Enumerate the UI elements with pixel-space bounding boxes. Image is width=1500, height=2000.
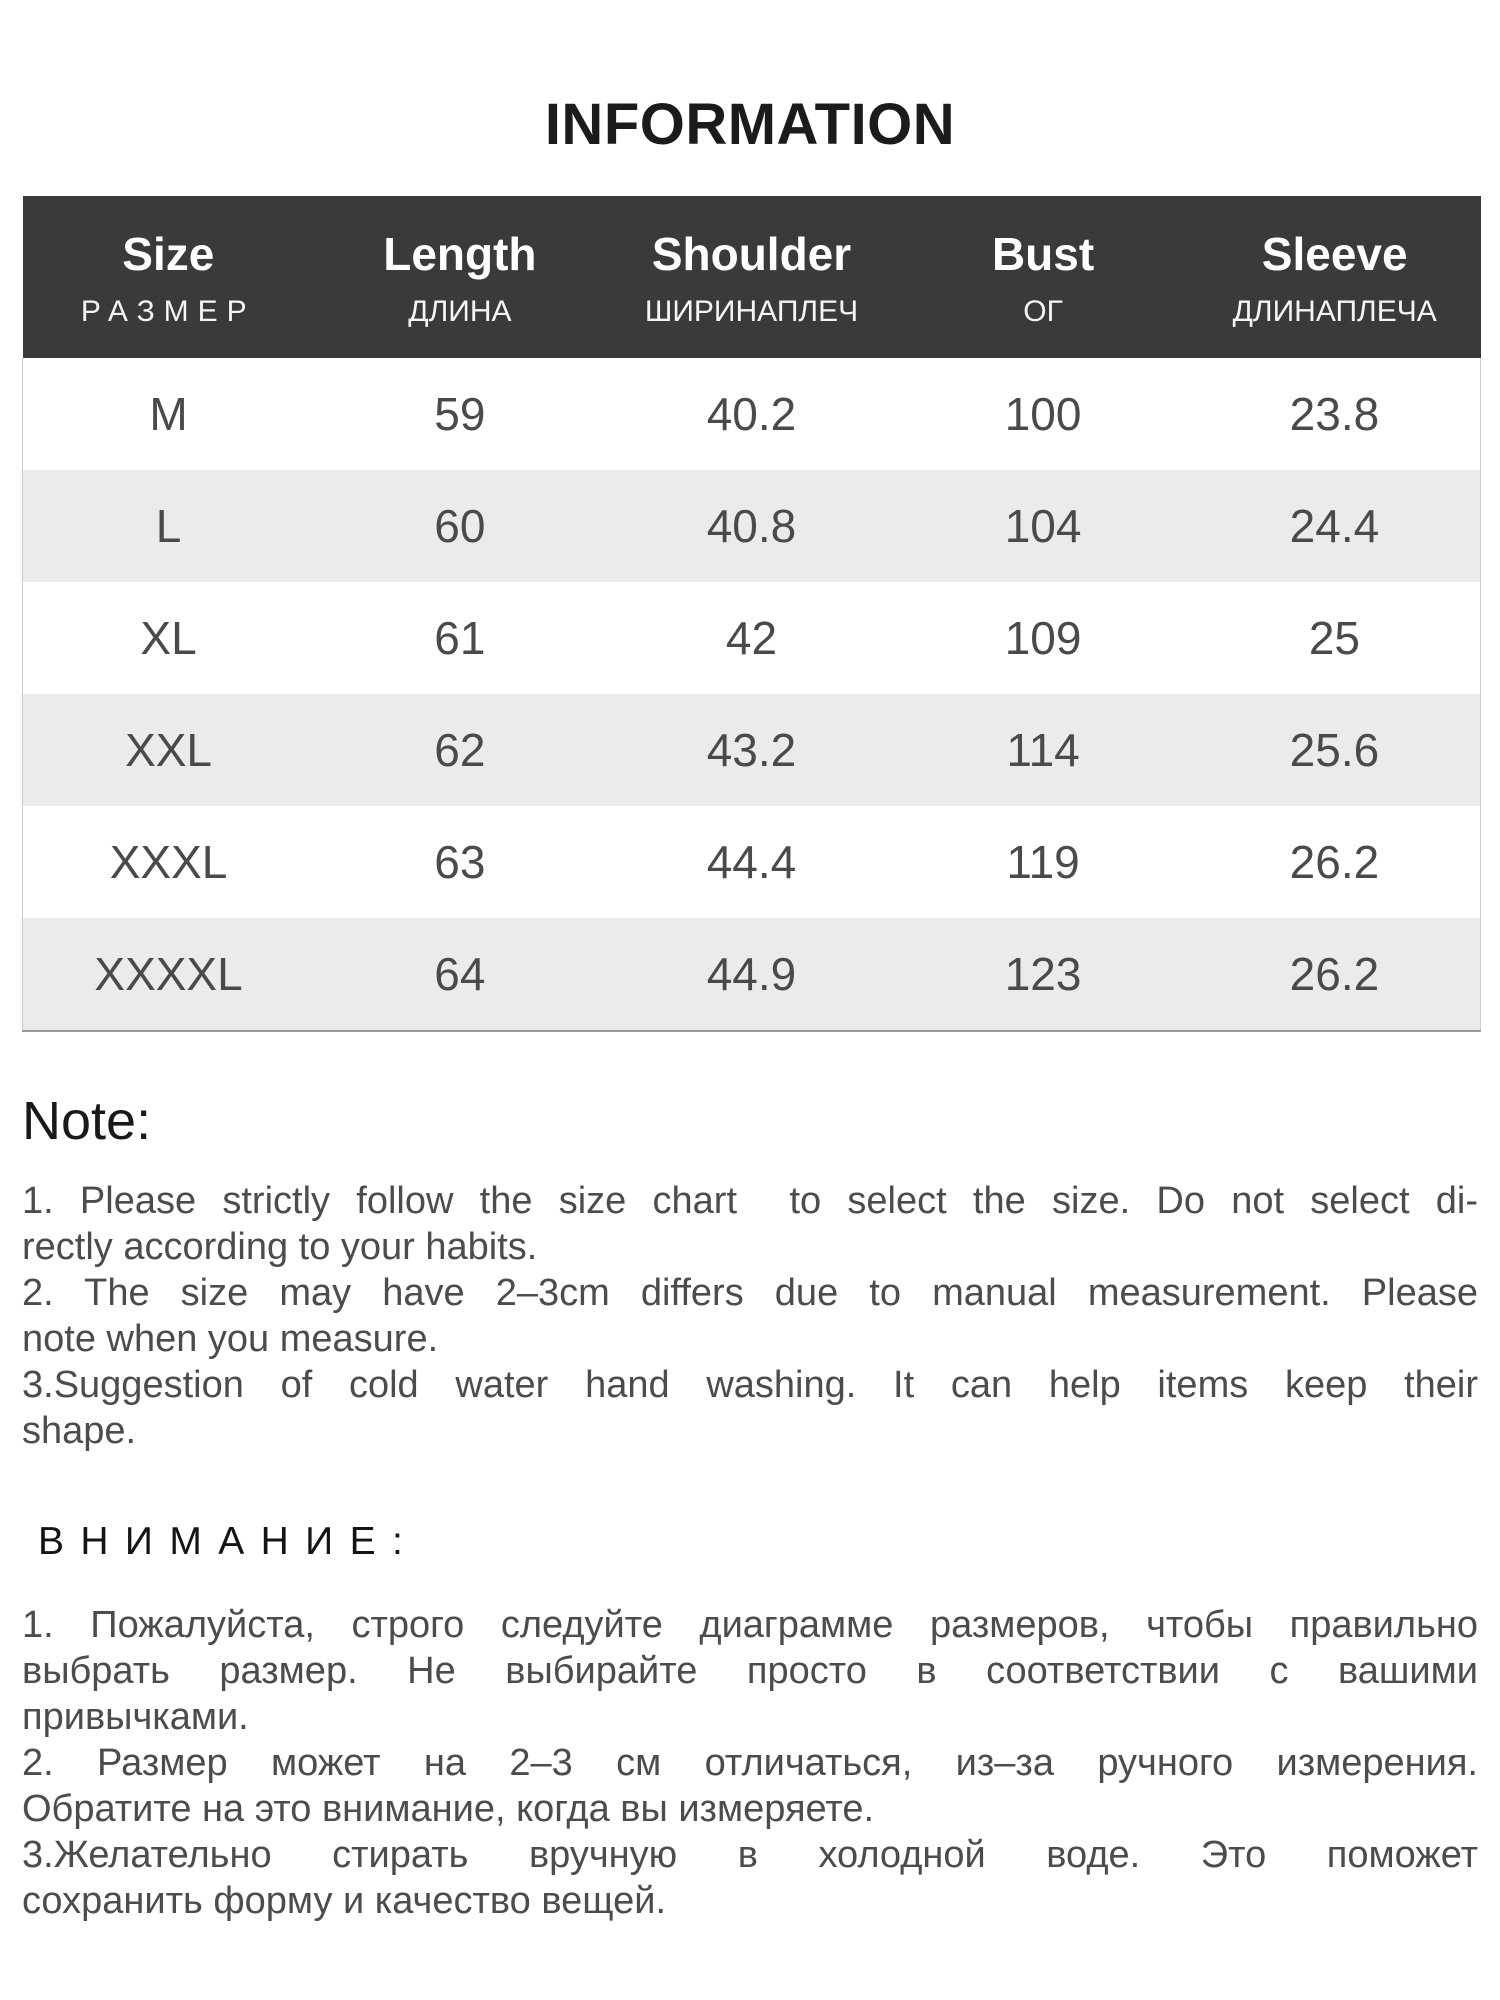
size-info-page: INFORMATION Size РАЗМЕР Length ДЛИНА Shoulde… [22, 92, 1481, 1924]
cell-bust: 109 [1004, 611, 1082, 664]
note-body-ru: 1. Пожалуйста, строго следуйте диаграмме… [22, 1602, 1478, 1924]
note-body-en: 1. Please strictly follow the size chart… [22, 1178, 1478, 1454]
column-header-size: Size РАЗМЕР [22, 196, 315, 358]
note-item: 1. Пожалуйста, строго следуйте диаграмме… [22, 1602, 1478, 1740]
column-label-en: Length [383, 228, 537, 280]
column-label-en: Bust [991, 228, 1095, 280]
cell-bust: 100 [1004, 387, 1082, 440]
cell-shoulder: 42 [725, 611, 778, 664]
size-chart-table: Size РАЗМЕР Length ДЛИНА Shoulder ШИРИНАПЛЕЧ B… [22, 196, 1481, 1032]
column-header-bust: Bust ОГ [897, 196, 1189, 358]
column-label-en: Shoulder [651, 228, 852, 280]
table-row-m: M 59 40.2 100 23.8 [22, 357, 1481, 470]
cell-sleeve: 23.8 [1188, 357, 1481, 470]
column-label-en: Size [122, 228, 215, 280]
cell-bust: 119 [1006, 835, 1080, 888]
column-header-sleeve: Sleeve ДЛИНАПЛЕЧА [1188, 196, 1481, 358]
cell-size: XXL [22, 693, 315, 806]
cell-shoulder: 40.2 [706, 387, 797, 440]
note-line: привычками. [22, 1695, 249, 1738]
note-line: 2. Размер может на 2–3 см отличаться, из… [22, 1741, 1478, 1784]
note-section-en: Note: 1. Please strictly follow the size… [22, 1094, 1478, 1454]
note-line: note when you measure. [22, 1317, 439, 1360]
note-line: 3.Желательно стирать вручную в холодной … [22, 1833, 1478, 1876]
cell-bust: 104 [1004, 499, 1082, 552]
cell-sleeve: 25.6 [1188, 693, 1481, 806]
size-chart-body: M 59 40.2 100 23.8 L 60 40.8 104 24.4 XL 61 42 109 25 X… [22, 357, 1481, 1032]
note-line: shape. [22, 1409, 137, 1452]
cell-length: 61 [434, 611, 486, 664]
column-header-shoulder: Shoulder ШИРИНАПЛЕЧ [605, 196, 898, 358]
cell-sleeve: 25 [1188, 581, 1481, 694]
column-label-ru: ДЛИНА [408, 295, 512, 329]
note-line: выбрать размер. Не выбирайте просто в со… [22, 1649, 1478, 1692]
cell-size: XXXL [22, 805, 315, 918]
note-line: 1. Please strictly follow the size chart… [22, 1179, 1478, 1222]
table-row-xxxl: XXXL 63 44.4 119 26.2 [22, 805, 1481, 918]
column-label-en: Sleeve [1261, 228, 1408, 280]
page-title: INFORMATION [544, 92, 956, 157]
table-row-xxxxl: XXXXL 64 44.9 123 26.2 [22, 917, 1481, 1032]
note-section-ru: ВНИМАНИЕ: 1. Пожалуйста, строго следуйте… [22, 1518, 1478, 1924]
cell-size: XL [22, 581, 315, 694]
cell-shoulder: 40.8 [706, 499, 797, 552]
note-item: 2. The size may have 2–3cm differs due t… [22, 1270, 1478, 1362]
note-line: 3.Suggestion of cold water hand washing.… [22, 1363, 1478, 1406]
cell-sleeve: 24.4 [1188, 469, 1481, 582]
cell-length: 64 [314, 917, 606, 1032]
cell-bust: 123 [897, 917, 1189, 1032]
note-line: rectly according to your habits. [22, 1225, 538, 1268]
cell-length: 59 [434, 387, 486, 440]
cell-sleeve: 26.2 [1188, 917, 1481, 1032]
cell-size: M [22, 357, 315, 470]
note-line: сохранить форму и качество вещей. [22, 1879, 666, 1922]
cell-bust: 114 [1006, 723, 1080, 776]
note-line: Обратите на это внимание, когда вы измер… [22, 1787, 875, 1830]
cell-shoulder: 43.2 [706, 723, 797, 776]
cell-shoulder: 44.4 [706, 835, 797, 888]
table-row-xl: XL 61 42 109 25 [22, 581, 1481, 694]
header-row: Size РАЗМЕР Length ДЛИНА Shoulder ШИРИНАПЛЕЧ B… [22, 196, 1481, 358]
table-row-l: L 60 40.8 104 24.4 [22, 469, 1481, 582]
cell-size: XXXXL [22, 917, 315, 1032]
column-header-length: Length ДЛИНА [314, 196, 606, 358]
note-item: 3.Suggestion of cold water hand washing.… [22, 1362, 1478, 1454]
column-label-ru: ШИРИНАПЛЕЧ [644, 295, 859, 329]
note-line: 2. The size may have 2–3cm differs due t… [22, 1271, 1478, 1314]
note-heading-ru: ВНИМАНИЕ: [38, 1519, 420, 1563]
size-chart-header: Size РАЗМЕР Length ДЛИНА Shoulder ШИРИНАПЛЕЧ B… [22, 196, 1481, 358]
column-label-ru: ОГ [1023, 295, 1063, 329]
note-line: 1. Пожалуйста, строго следуйте диаграмме… [22, 1603, 1478, 1646]
column-label-ru: РАЗМЕР [80, 295, 256, 329]
note-heading-en: Note: [22, 1090, 152, 1151]
cell-length: 62 [434, 723, 486, 776]
cell-shoulder: 44.9 [605, 917, 898, 1032]
cell-length: 60 [434, 499, 486, 552]
note-item: 2. Размер может на 2–3 см отличаться, из… [22, 1740, 1478, 1832]
cell-size: L [22, 469, 315, 582]
table-row-xxl: XXL 62 43.2 114 25.6 [22, 693, 1481, 806]
note-item: 1. Please strictly follow the size chart… [22, 1178, 1478, 1270]
cell-sleeve: 26.2 [1188, 805, 1481, 918]
cell-length: 63 [434, 835, 486, 888]
column-label-ru: ДЛИНАПЛЕЧА [1232, 295, 1437, 329]
note-item: 3.Желательно стирать вручную в холодной … [22, 1832, 1478, 1924]
